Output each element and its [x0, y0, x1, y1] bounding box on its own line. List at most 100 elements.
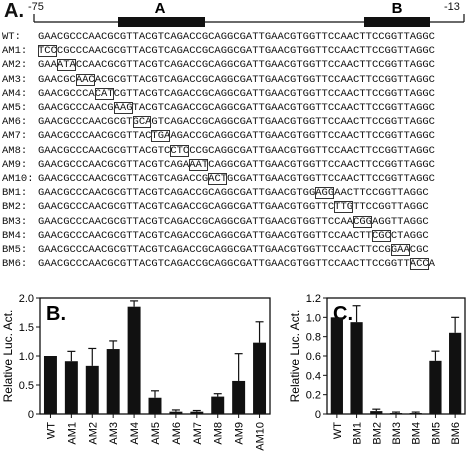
bar — [370, 411, 383, 414]
bar — [211, 396, 225, 414]
element-b-box — [364, 17, 430, 27]
sequence-row: AM6: GAACGCCCAACGCGTGCAGTCAGACCGCAGGCGATT… — [2, 115, 435, 129]
sequence-text: CGCCCAACGCGTTACGTCAGACCGCAGGCGATTGAACGTG… — [56, 45, 435, 58]
bar — [389, 413, 403, 414]
x-tick-label: AM10 — [255, 422, 267, 451]
bar — [232, 380, 246, 414]
x-tick-label: AM7 — [192, 422, 204, 445]
sequence-row: AM9: GAACGCCCAACGCGTTACGTCAGAAATCAGGCGATT… — [2, 158, 435, 172]
y-tick-label: 1.5 — [19, 322, 34, 334]
sequence-row: AM7: GAACGCCCAACGCGTTACTGAAGACCGCAGGCGATT… — [2, 129, 435, 143]
sequence-label: BM3: — [2, 215, 28, 228]
y-axis-label: Relative Luc. Act. — [1, 310, 15, 403]
coord-end: -13 — [444, 1, 460, 13]
bar — [43, 356, 57, 414]
sequence-label: AM6: — [2, 116, 28, 129]
y-tick-label: 0.8 — [306, 332, 321, 344]
element-a-label: A — [155, 0, 166, 17]
sequence-label: AM5: — [2, 102, 28, 114]
sequence-row: BM1: GAACGCCCAACGCGTTACGTCAGACCGCAGGCGATT… — [2, 186, 429, 200]
sequence-text: GAACGCCCAACGCGTTACGTCAGACCGCAGGCGATTGAAC… — [38, 187, 316, 200]
sequence-row: BM2: GAACGCCCAACGCGTTACGTCAGACCGCAGGCGATT… — [2, 200, 429, 214]
sequence-label: WT: — [2, 31, 21, 43]
sequence-text: GAACGCCCAACGCGTTACGTCAGA — [38, 158, 190, 171]
sequence-text: GAACGCCCAACGCGTTACGTCAGACCGCAGGCGATTGAAC… — [38, 229, 372, 242]
x-tick-label: AM3 — [108, 422, 120, 445]
sequence-text: GAACGCCCAACG — [38, 102, 114, 114]
sequence-text: CAGGCGATTGAACGTGGTTCCAACTTCCGGTTAGGC — [208, 158, 435, 171]
x-tick-label: WT — [332, 422, 344, 439]
mutated-bases: CGG — [353, 215, 372, 228]
mutated-bases: GCA — [132, 116, 152, 129]
sequence-text: ACGCGTTACGTCAGACCGCAGGCGATTGAACGTGGTTCCA… — [94, 73, 435, 86]
sequence-text: CTAGGC — [390, 229, 429, 242]
chart-b: 0 0.5 1.0 1.5 2.0 Relative Luc. Act. B. WT AM1 AM… — [1, 293, 271, 451]
x-tick-label: AM8 — [213, 422, 225, 445]
sequence-text: GAACGC — [38, 73, 76, 86]
sequence-label: BM1: — [2, 187, 28, 200]
y-tick-label: 1.2 — [306, 293, 321, 305]
sequence-row: AM3: GAACGCAACACGCGTTACGTCAGACCGCAGGCGATT… — [2, 73, 435, 87]
bar — [253, 342, 267, 414]
bar — [148, 397, 162, 414]
sequence-label: BM5: — [2, 244, 28, 256]
x-tick-label: BM6 — [450, 422, 462, 445]
bar — [429, 360, 442, 414]
sequence-text: AGGTTAGGC — [371, 215, 429, 228]
y-tick-label: 0.4 — [306, 370, 321, 382]
sequence-row: AM4: GAACGCCCACATCGTTACGTCAGACCGCAGGCGATT… — [2, 87, 435, 101]
y-tick-label: 0.2 — [306, 390, 321, 402]
sequence-label: AM1: — [2, 45, 28, 58]
mutated-bases: ACT — [208, 173, 228, 185]
sequence-row: BM4: GAACGCCCAACGCGTTACGTCAGACCGCAGGCGATT… — [2, 229, 429, 243]
mutated-bases: TGA — [151, 130, 171, 143]
sequence-row: BM5: GAACGCCCAACGCGTTACGTCAGACCGCAGGCGATT… — [2, 243, 429, 257]
x-tick-label: AM6 — [171, 422, 183, 445]
sequence-row: BM3: GAACGCCCAACGCGTTACGTCAGACCGCAGGCGATT… — [2, 215, 429, 229]
sequence-text: GAACGCCCA — [38, 87, 95, 100]
bar — [106, 349, 120, 414]
sequence-text: GAACGCCCAACGCGTTACGTCAGACCGCAGGCGATTGAAC… — [38, 258, 410, 271]
element-a-box — [118, 17, 205, 27]
sequence-text: AACTTCCGGTTAGGC — [334, 187, 429, 200]
mutated-bases: TTG — [334, 201, 354, 214]
sequence-text: CCGCAGGCGATTGAACGTGGTTCCAACTTCCGGTTAGGC — [189, 144, 435, 157]
mutated-bases: CTC — [170, 144, 190, 157]
mutated-bases: AAC — [75, 73, 95, 86]
sequence-text: CGC — [409, 244, 429, 256]
x-tick-label: AM1 — [66, 422, 78, 445]
sequence-row: AM1: TCCCGCCCAACGCGTTACGTCAGACCGCAGGCGATT… — [2, 44, 435, 58]
y-tick-label: 0 — [315, 409, 321, 421]
sequence-text: GAACGCCCAACGCGTTACGTC — [38, 144, 171, 157]
bar — [409, 413, 422, 414]
sequence-label: AM7: — [2, 130, 28, 143]
mutated-bases: AAG — [113, 102, 133, 114]
sequence-row: AM5: GAACGCCCAACGAAGTACGTCAGACCGCAGGCGATT… — [2, 101, 435, 115]
coord-start: -75 — [28, 1, 44, 13]
x-tick-label: AM4 — [129, 422, 141, 445]
x-tick-label: AM5 — [150, 422, 162, 445]
y-axis-label: Relative Luc. Act. — [288, 310, 302, 403]
sequence-text: GAACGCCCAACGCGTTACGTCAGACCGCAGGCGATTGAAC… — [38, 244, 391, 256]
x-tick-label: AM2 — [87, 422, 99, 445]
sequence-text: GCGATTGAACGTGGTTCCAACTTCCGGTTAGGC — [227, 173, 435, 185]
sequence-text: TTCCGGTTAGGC — [353, 201, 429, 214]
bar — [449, 332, 462, 414]
sequence-text: TACGTCAGACCGCAGGCGATTGAACGTGGTTCCAACTTCC… — [132, 102, 435, 114]
x-tick-label: AM9 — [234, 422, 246, 445]
sequence-row: AM10: GAACGCCCAACGCGTTACGTCAGACCGACTGCGAT… — [2, 172, 435, 186]
sequence-text: GAACGCCCAACGCGTTACGTCAGACCGCAGGCGATTGAAC… — [38, 31, 435, 43]
sequence-text: GAACGCCCAACGCGTTACGTCAGACCG — [38, 173, 209, 185]
x-tick-label: WT — [45, 422, 57, 439]
sequence-label: AM10: — [2, 173, 34, 185]
x-tick-label: BM1 — [352, 422, 364, 445]
sequence-text: GAA — [38, 59, 57, 72]
sequence-label: BM2: — [2, 201, 28, 214]
bar — [64, 361, 78, 414]
mutated-bases: ATA — [56, 59, 76, 72]
x-tick-label: BM5 — [430, 422, 442, 445]
sequence-text: A — [428, 258, 435, 271]
x-tick-label: BM3 — [391, 422, 403, 445]
sequence-text: GAACGCCCAACGCGTTAC — [38, 130, 152, 143]
sequence-text: AGACCGCAGGCGATTGAACGTGGTTCCAACTTCCGGTTAG… — [170, 130, 435, 143]
